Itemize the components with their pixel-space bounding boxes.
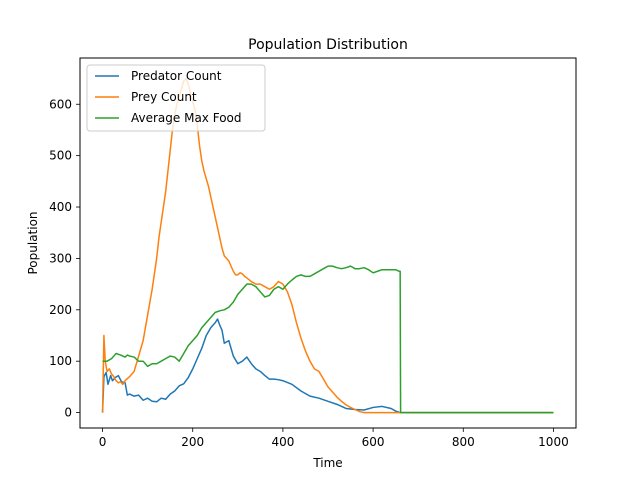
x-tick-label: 1000: [538, 435, 569, 449]
x-tick-label: 400: [271, 435, 294, 449]
y-tick-label: 0: [64, 406, 72, 420]
y-axis-ticks: 0 100 200 300 400 500 600: [49, 97, 80, 420]
y-axis-label: Population: [26, 211, 40, 274]
chart-title: Population Distribution: [248, 37, 408, 53]
x-tick-label: 0: [99, 435, 107, 449]
x-axis-label: Time: [312, 456, 342, 470]
x-axis-ticks: 0 200 400 600 800 1000: [99, 428, 569, 449]
y-tick-label: 300: [49, 251, 72, 265]
legend-label-prey-count: Prey Count: [131, 90, 197, 104]
y-tick-label: 600: [49, 97, 72, 111]
y-tick-label: 500: [49, 149, 72, 163]
legend-label-predator-count: Predator Count: [131, 69, 222, 83]
x-tick-label: 600: [362, 435, 385, 449]
x-tick-label: 800: [452, 435, 475, 449]
legend-label-average-max-food: Average Max Food: [131, 111, 242, 125]
legend: Predator Count Prey Count Average Max Fo…: [86, 64, 266, 132]
series-line-predator-count: [101, 318, 554, 414]
x-tick-label: 200: [181, 435, 204, 449]
y-tick-label: 100: [49, 354, 72, 368]
y-tick-label: 200: [49, 303, 72, 317]
plot-lines: [101, 77, 554, 414]
plot-frame: [79, 57, 577, 429]
y-tick-label: 400: [49, 200, 72, 214]
series-line-prey-count: [101, 77, 554, 414]
series-line-average-max-food: [102, 265, 554, 414]
legend-box: [86, 64, 266, 132]
